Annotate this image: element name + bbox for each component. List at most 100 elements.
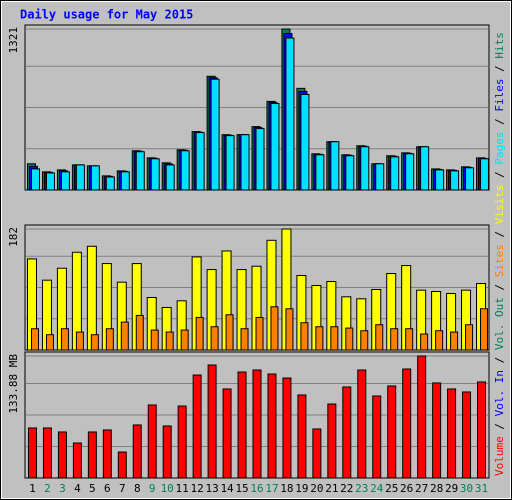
bar [312,428,322,479]
bar [402,368,412,479]
bar [477,381,487,479]
legend-entry: Hits [493,32,506,59]
bar [267,373,277,479]
bar [255,316,264,351]
bar [405,153,415,191]
y-tick-label: 1321 [7,27,20,54]
bar [390,328,399,351]
bar [387,385,397,479]
bar [120,321,129,351]
legend-entry: Pages [493,132,506,165]
legend-separator: / [493,165,506,185]
bar [330,326,339,351]
x-tick-label: 24 [370,482,384,495]
x-tick-label: 1 [29,482,36,495]
x-tick-label: 2 [44,482,51,495]
bar [375,163,385,191]
x-tick-label: 28 [430,482,443,495]
legend-separator: / [493,59,506,79]
bar [240,134,250,191]
bar [207,364,217,479]
bar [30,168,40,191]
bar [405,328,414,351]
x-tick-label: 21 [325,482,338,495]
bar [372,395,382,479]
bar [132,424,142,479]
bar [480,308,489,351]
bar [252,369,262,479]
x-tick-label: 16 [250,482,263,495]
x-tick-label: 4 [74,482,81,495]
bar [300,322,309,351]
bar [450,170,460,191]
bar [255,128,265,191]
bar [465,324,474,351]
legend-entry: Vol. Out [493,297,506,350]
x-tick-label: 5 [89,482,96,495]
bar [435,330,444,351]
bar [165,164,175,191]
bar [222,388,232,479]
bar [135,314,144,351]
bar [147,404,157,479]
legend-entry: Sites [493,244,506,277]
bar [210,326,219,351]
bar [330,141,340,191]
bar [75,164,85,191]
legend-entry: Files [493,79,506,112]
legend-separator: / [493,416,506,436]
bar [135,151,145,191]
bar [210,78,220,191]
bar [225,314,234,351]
x-tick-label: 27 [415,482,428,495]
bar [60,171,70,191]
legend-separator: / [493,224,506,244]
bar [360,330,369,351]
bar [180,150,190,191]
bar [420,146,430,191]
x-tick-label: 26 [400,482,413,495]
legend-separator: / [493,277,506,297]
bar [450,331,459,351]
x-tick-label: 23 [355,482,368,495]
x-tick-label: 6 [104,482,111,495]
x-tick-label: 20 [310,482,323,495]
bar [315,326,324,351]
bar [285,308,294,351]
x-tick-label: 11 [176,482,189,495]
bar [162,425,172,479]
bar [447,388,457,479]
bar [195,316,204,351]
bar [90,165,100,191]
bar [72,442,82,479]
bar [42,427,52,479]
bar [462,391,472,479]
bar [225,135,235,191]
bar [375,324,384,351]
bar [120,171,130,191]
x-tick-label: 31 [475,482,488,495]
bar [45,334,54,351]
bar [285,37,295,191]
bar [27,427,37,479]
bar [315,154,325,191]
bar [45,172,55,191]
bar [237,371,247,479]
x-tick-label: 14 [220,482,234,495]
legend-entry: Visits [493,185,506,225]
bar [75,331,84,351]
bar [390,156,400,191]
bar [30,328,39,351]
bar [435,169,445,191]
x-tick-label: 18 [280,482,293,495]
bar [195,132,205,191]
bar [465,167,475,191]
bar [57,431,67,479]
x-tick-label: 7 [119,482,126,495]
x-tick-label: 9 [149,482,156,495]
x-tick-label: 29 [445,482,458,495]
legend: Volume / Vol. In / Vol. Out / Sites / Vi… [493,32,506,476]
bar [360,146,370,191]
y-tick-label: 182 [7,227,20,247]
bar [345,155,355,191]
